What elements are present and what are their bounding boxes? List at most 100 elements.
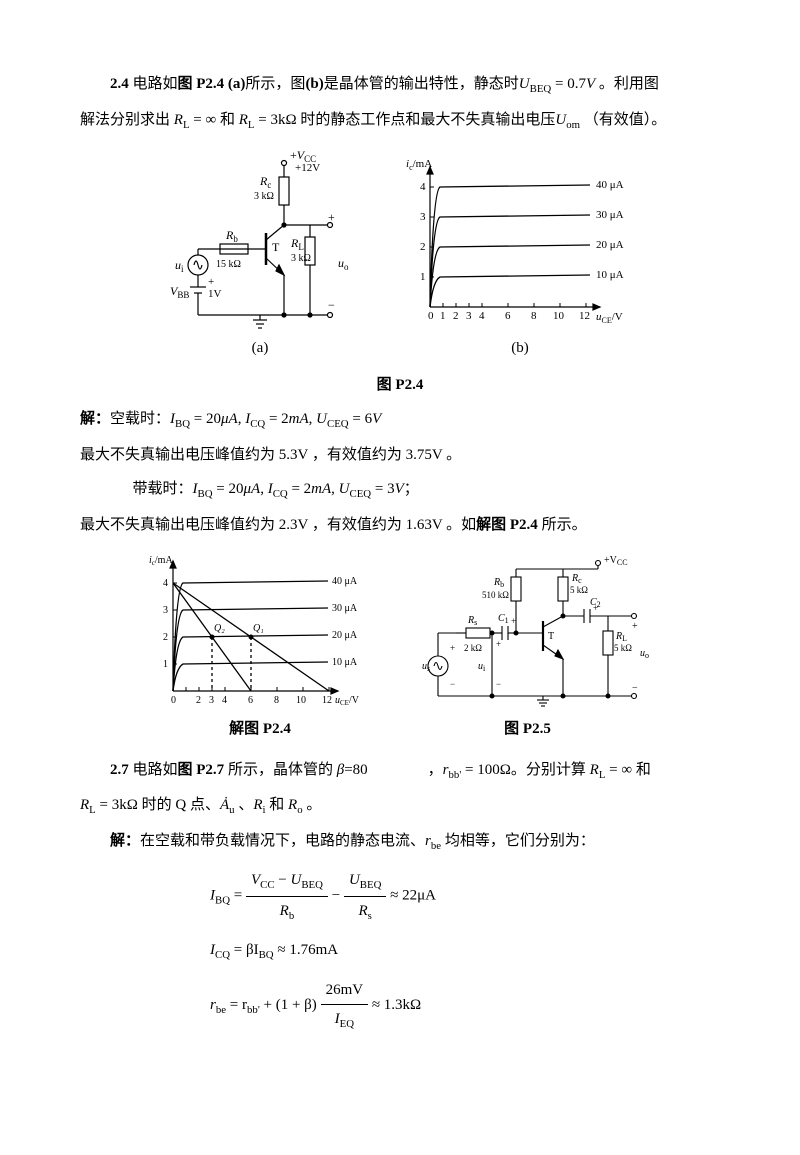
svg-text:+: + [208,276,214,288]
svg-text:Q₂: Q₂ [214,623,225,634]
svg-text:4: 4 [163,578,168,589]
svg-text:+: + [593,603,598,613]
eq-rbe: rbe = rbb' + (1 + β) 26mV IEQ ≈ 1.3kΩ [210,976,720,1035]
p24-statement-line2: 解法分别求出 RL = ∞ 和 RL = 3kΩ 时的静态工作点和最大不失真输出… [80,106,720,136]
svg-text:+: + [450,643,455,653]
svg-text:0: 0 [428,310,434,322]
p27-statement-line2: RL = 3kΩ 时的 Q 点、Ȧu 、Ri 和 Ro 。 [80,791,720,821]
svg-text:uo: uo [338,256,349,272]
svg-text:ui: ui [478,661,486,673]
svg-text:8: 8 [531,310,537,322]
svg-text:3 kΩ: 3 kΩ [254,191,274,202]
svg-text:10: 10 [553,310,565,322]
chart-p24b-svg: ic/mA uCE/V 1 2 3 4 0 1 2 3 4 6 8 10 12 [400,147,640,332]
sol24-line4: 最大不失真输出电压峰值约为 2.3V ，有效值约为 1.63V 。如解图 P2.… [80,511,720,540]
svg-text:4: 4 [479,310,485,322]
svg-text:−: − [496,679,501,689]
figure-row-2: ic/mA uCE/V 1234 023 468 1012 40 μA 30 μ… [80,551,720,750]
svg-text:Rc: Rc [571,573,582,585]
svg-text:VBB: VBB [170,284,189,300]
svg-text:10: 10 [296,695,306,706]
svg-text:30 μA: 30 μA [332,603,358,614]
svg-text:0: 0 [171,695,176,706]
svg-text:2: 2 [196,695,201,706]
eq-icq: ICQ = βIBQ ≈ 1.76mA [210,936,720,966]
svg-text:+: + [632,621,638,632]
svg-text:−: − [632,683,638,694]
figure-p24-b: ic/mA uCE/V 1 2 3 4 0 1 2 3 4 6 8 10 12 [400,147,640,365]
svg-text:5 kΩ: 5 kΩ [570,585,588,595]
svg-text:2 kΩ: 2 kΩ [464,643,482,653]
svg-text:Rb: Rb [225,228,238,244]
p27-statement-line1: 2.7 电路如图 P2.7 所示，晶体管的 β=80，rbb' = 100Ω。分… [80,756,720,786]
svg-text:3: 3 [466,310,472,322]
svg-text:3: 3 [163,605,168,616]
svg-text:1: 1 [440,310,446,322]
caption-b: (b) [511,334,529,363]
problem-number: 2.4 [110,76,129,92]
svg-text:40 μA: 40 μA [596,179,624,191]
svg-text:6: 6 [248,695,253,706]
svg-text:3: 3 [420,211,426,223]
figure-p24-a: +VCC +12V Rc 3 kΩ Rb 15 kΩ T RL 3 kΩ ui … [160,147,360,365]
svg-text:510 kΩ: 510 kΩ [482,590,509,600]
svg-text:12: 12 [579,310,590,322]
svg-text:C1: C1 [498,613,509,625]
svg-text:ic/mA: ic/mA [149,555,173,567]
svg-text:6: 6 [505,310,511,322]
svg-text:uo: uo [640,648,649,660]
svg-text:15 kΩ: 15 kΩ [216,259,241,270]
sol27-intro: 解：在空载和带负载情况下，电路的静态电流、rbe 均相等，它们分别为： [80,827,720,857]
circuit-p25-svg: +VCC Rb 510 kΩ Rc 5 kΩ Rs 2 kΩ C1 C2 T R… [398,551,658,711]
svg-text:8: 8 [274,695,279,706]
svg-text:RL: RL [290,236,304,252]
svg-text:12: 12 [322,695,332,706]
svg-text:uCE/V: uCE/V [596,311,623,325]
circuit-p24a-svg: +VCC +12V Rc 3 kΩ Rb 15 kΩ T RL 3 kΩ ui … [160,147,360,332]
svg-text:Rs: Rs [467,615,477,627]
svg-text:+: + [496,639,501,649]
svg-text:2: 2 [453,310,459,322]
svg-text:10 μA: 10 μA [596,269,624,281]
svg-text:ic/mA: ic/mA [406,158,432,172]
svg-text:40 μA: 40 μA [332,576,358,587]
svg-text:Rc: Rc [259,174,271,190]
svg-text:1: 1 [163,659,168,670]
svg-text:+VCC: +VCC [604,555,628,567]
svg-text:RL: RL [615,631,627,643]
sol24-line3: 带载时：IBQ = 20μA, ICQ = 2mA, UCEQ = 3V； [80,475,720,505]
svg-text:+12V: +12V [295,162,320,174]
chart-sol24-svg: ic/mA uCE/V 1234 023 468 1012 40 μA 30 μ… [143,551,378,711]
figure-p24: +VCC +12V Rc 3 kΩ Rb 15 kΩ T RL 3 kΩ ui … [80,147,720,365]
sol24-line1: 解：空载时：IBQ = 20μA, ICQ = 2mA, UCEQ = 6V [80,405,720,435]
svg-text:4: 4 [420,181,426,193]
svg-text:3: 3 [209,695,214,706]
eq-ibq: IBQ = VCC − UBEQ Rb − UBEQ Rs ≈ 22μA [210,866,720,926]
caption-a: (a) [252,334,269,363]
svg-text:5 kΩ: 5 kΩ [614,643,632,653]
figure-p25: +VCC Rb 510 kΩ Rc 5 kΩ Rs 2 kΩ C1 C2 T R… [398,551,658,750]
svg-text:−: − [450,679,455,689]
svg-text:30 μA: 30 μA [596,209,624,221]
svg-text:Q₁: Q₁ [253,623,264,634]
svg-text:T: T [548,631,554,642]
caption-sol24: 解图 P2.4 [229,715,291,744]
svg-text:1V: 1V [208,288,222,300]
svg-text:4: 4 [222,695,227,706]
figure-sol24: ic/mA uCE/V 1234 023 468 1012 40 μA 30 μ… [143,551,378,750]
svg-text:T: T [272,240,280,254]
svg-text:20 μA: 20 μA [596,239,624,251]
svg-text:+: + [328,210,335,224]
sol24-line2: 最大不失真输出电压峰值约为 5.3V ，有效值约为 3.75V 。 [80,441,720,470]
svg-text:uCE/V: uCE/V [335,695,360,707]
problem-number-27: 2.7 [110,762,129,778]
svg-text:Rb: Rb [493,577,504,589]
p24-statement-line1: 2.4 电路如图 P2.4 (a)所示，图(b)是晶体管的输出特性，静态时UBE… [80,70,720,100]
svg-text:ui: ui [175,258,184,274]
svg-text:10 μA: 10 μA [332,657,358,668]
figure-p24-title: 图 P2.4 [80,371,720,400]
svg-text:1: 1 [420,271,426,283]
svg-text:2: 2 [420,241,426,253]
svg-text:−: − [328,298,335,312]
caption-p25: 图 P2.5 [504,715,551,744]
